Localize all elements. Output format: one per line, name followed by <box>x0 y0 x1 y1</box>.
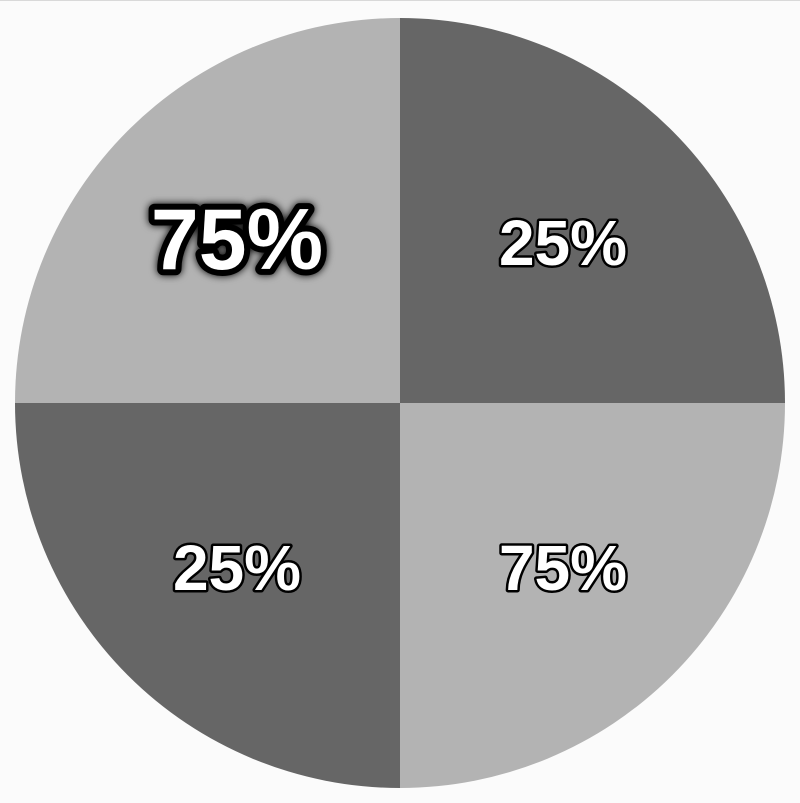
top-border <box>0 0 800 1</box>
slice-label-bottom-right: 75% <box>499 532 627 604</box>
pie-slice-bottom-left <box>15 403 400 788</box>
pie-labels: 25% 75% 25% 75% <box>145 186 630 607</box>
pie-slice-bottom-right <box>400 403 785 788</box>
slice-label-bottom-left: 25% <box>173 532 301 604</box>
pie-slice-top-right <box>400 18 785 403</box>
slice-label-top-right: 25% <box>499 207 627 279</box>
pie-slice-top-left <box>15 18 400 403</box>
slice-label-top-left: 75% <box>151 192 323 288</box>
pie-slices <box>15 18 785 788</box>
